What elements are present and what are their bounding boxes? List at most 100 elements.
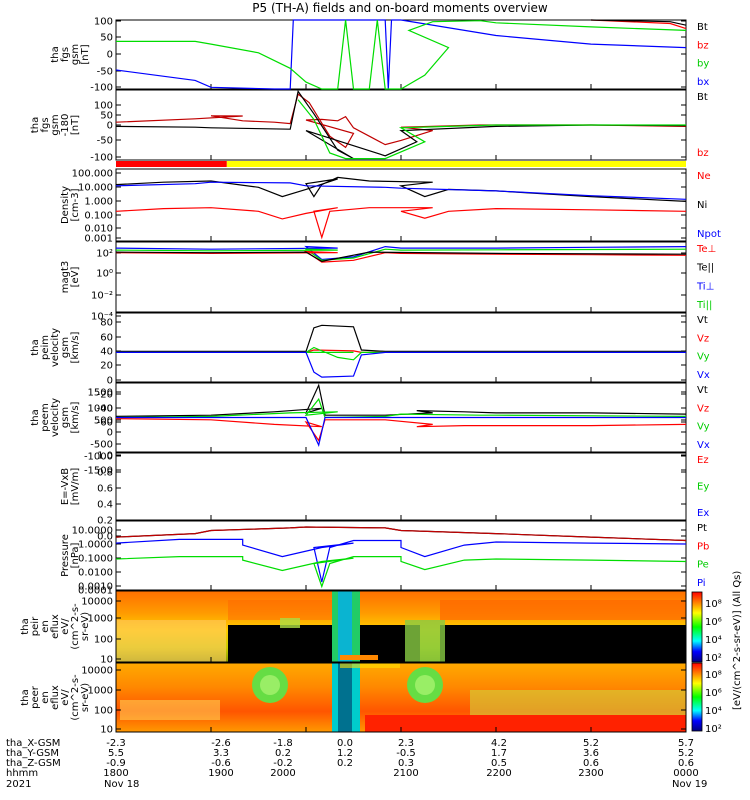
colorbar-bottom [691, 662, 703, 732]
x-axis-value: 1900 [208, 768, 233, 779]
series-line-temperature-Ti|| [115, 248, 687, 261]
series-line-temperature-Ti⊥ [115, 245, 687, 261]
x-axis-value: -0.6 [211, 758, 231, 769]
x-axis-value: 2100 [393, 768, 418, 779]
legend-entry: Bt [697, 22, 708, 33]
y-tick-label: -40 [97, 404, 113, 415]
y-axis-label: E=-VxB [60, 468, 71, 505]
chart-title: P5 (TH-A) fields and on-board moments ov… [252, 1, 548, 15]
legend-entry: Te|| [696, 263, 714, 274]
y-axis-label: velocity [50, 328, 61, 367]
y-tick-label: 50 [100, 111, 113, 122]
legend-entry: Pb [697, 541, 709, 552]
y-tick-label: 0.2 [97, 516, 113, 527]
legend-entry: Ey [697, 482, 709, 493]
legend-entry: Npot [697, 229, 721, 240]
y-tick-label: 20 [100, 361, 113, 372]
x-axis-date-end: Nov 19 [672, 779, 707, 790]
x-axis-value: 0.3 [398, 758, 414, 769]
y-axis-label: tha [50, 46, 61, 62]
y-axis-label: sr-eV) [80, 683, 91, 712]
y-tick-label: 10⁻² [91, 291, 113, 302]
legend-entry: Ez [697, 455, 709, 466]
panel-frame-pressure [115, 520, 687, 591]
series-line-peim-velocity-Vy [116, 346, 686, 361]
y-tick-label: 0.0001 [78, 586, 113, 597]
colorbar-tick-label: 10² [705, 653, 722, 664]
legend-entry: by [697, 59, 709, 70]
x-axis-footer: tha_X-GSM -2.3 -2.6 -1.8 0.0 2.3 4.2 5.2 5.7tha_… [6, 738, 707, 790]
series-line-density-Ne [115, 207, 687, 240]
x-axis-value: 1800 [103, 768, 128, 779]
series-line-peim-velocity-Vt [116, 324, 686, 352]
y-tick-label: 40 [100, 347, 113, 358]
y-axis-label: -180 [60, 114, 71, 137]
y-tick-label: 0.0 [97, 532, 113, 543]
y-tick-label: -50 [97, 136, 113, 147]
series-layer [115, 19, 687, 589]
legend-entry: Vx [697, 370, 710, 381]
y-axis-label: Density [60, 186, 71, 224]
legend-entry: Ex [697, 508, 709, 519]
legend-entry: Pt [697, 523, 707, 534]
x-axis-value: 0.2 [337, 758, 353, 769]
panel-frame-peim-velocity [115, 312, 687, 383]
colorbar-top [691, 591, 703, 663]
y-tick-label: 0 [107, 121, 113, 132]
y-tick-label: 1.0000 [78, 540, 113, 551]
panel-frame-efield [115, 452, 687, 521]
series-line-pressure-Pi [115, 538, 687, 583]
legend-entry: Ti⊥ [696, 281, 714, 292]
y-tick-label: 100 [94, 101, 113, 112]
y-tick-label: 10 [100, 655, 113, 666]
x-axis-date-start: Nov 18 [104, 779, 139, 790]
y-tick-label: 1000 [88, 686, 113, 697]
x-axis-value: 1.2 [337, 748, 353, 759]
legend-entry: Vt [697, 385, 708, 396]
x-axis-value: -2.3 [106, 738, 126, 749]
x-axis-value: -0.9 [106, 758, 126, 769]
legend-entry: Ni [697, 200, 707, 211]
y-axis-label: [cm-3] [70, 188, 81, 221]
legend-entry: Pe [697, 560, 709, 571]
y-tick-label: 0.4 [97, 500, 113, 511]
legend-entry: Vy [697, 422, 710, 433]
y-axis-label: sr-eV) [80, 612, 91, 641]
series-line-fgs-by [116, 19, 687, 90]
x-axis-value: 0.0 [337, 738, 353, 749]
colorbar-tick-label: 10⁸ [705, 599, 722, 610]
series-line-pressure-Pb [115, 526, 687, 542]
legend-entry: Te⊥ [696, 244, 716, 255]
x-axis-value: 2200 [486, 768, 511, 779]
y-axis-label: [nT] [80, 44, 91, 64]
y-axis-label: [eV] [70, 267, 81, 288]
y-tick-label: 50 [100, 33, 113, 44]
legend-entry: Bt [697, 92, 708, 103]
y-tick-label: 100 [94, 635, 113, 646]
y-tick-label: 100 [94, 17, 113, 28]
y-tick-label: 1500 [88, 388, 113, 399]
x-axis-value: 0.2 [275, 748, 291, 759]
y-tick-label: 0.0010 [78, 582, 113, 593]
series-line-fgs-hi-2 [297, 99, 686, 160]
x-axis-value: 0000 [673, 768, 698, 779]
y-tick-label: 0.100 [84, 211, 113, 222]
y-axis-label: magt3 [60, 261, 71, 294]
y-tick-label: -20 [97, 390, 113, 401]
y-tick-label: -500 [90, 440, 113, 451]
y-axis-label: tha [20, 689, 31, 705]
x-axis-value: 5.7 [678, 738, 694, 749]
legend-entry: Ti|| [696, 300, 712, 311]
panel-ylabels: tha fgs gsm [nT]tha fgs gsm -180 [nT]Density [cm… [20, 44, 91, 721]
y-tick-label: -60 [97, 418, 113, 429]
panel-ticks: 100500-50-100100500-50-100100.00010.0001… [72, 17, 687, 736]
y-axis-label: peem [40, 403, 51, 431]
legend-entry: bx [697, 77, 709, 88]
legend-entry: Vz [697, 333, 709, 344]
y-tick-label: 10 [100, 725, 113, 736]
y-axis-label: tha [30, 339, 41, 355]
y-tick-label: -50 [97, 67, 113, 78]
x-axis-row-label: hhmm [6, 768, 38, 779]
y-tick-label: -100 [90, 83, 113, 94]
y-axis-label: (cm^2-s- [70, 603, 81, 650]
